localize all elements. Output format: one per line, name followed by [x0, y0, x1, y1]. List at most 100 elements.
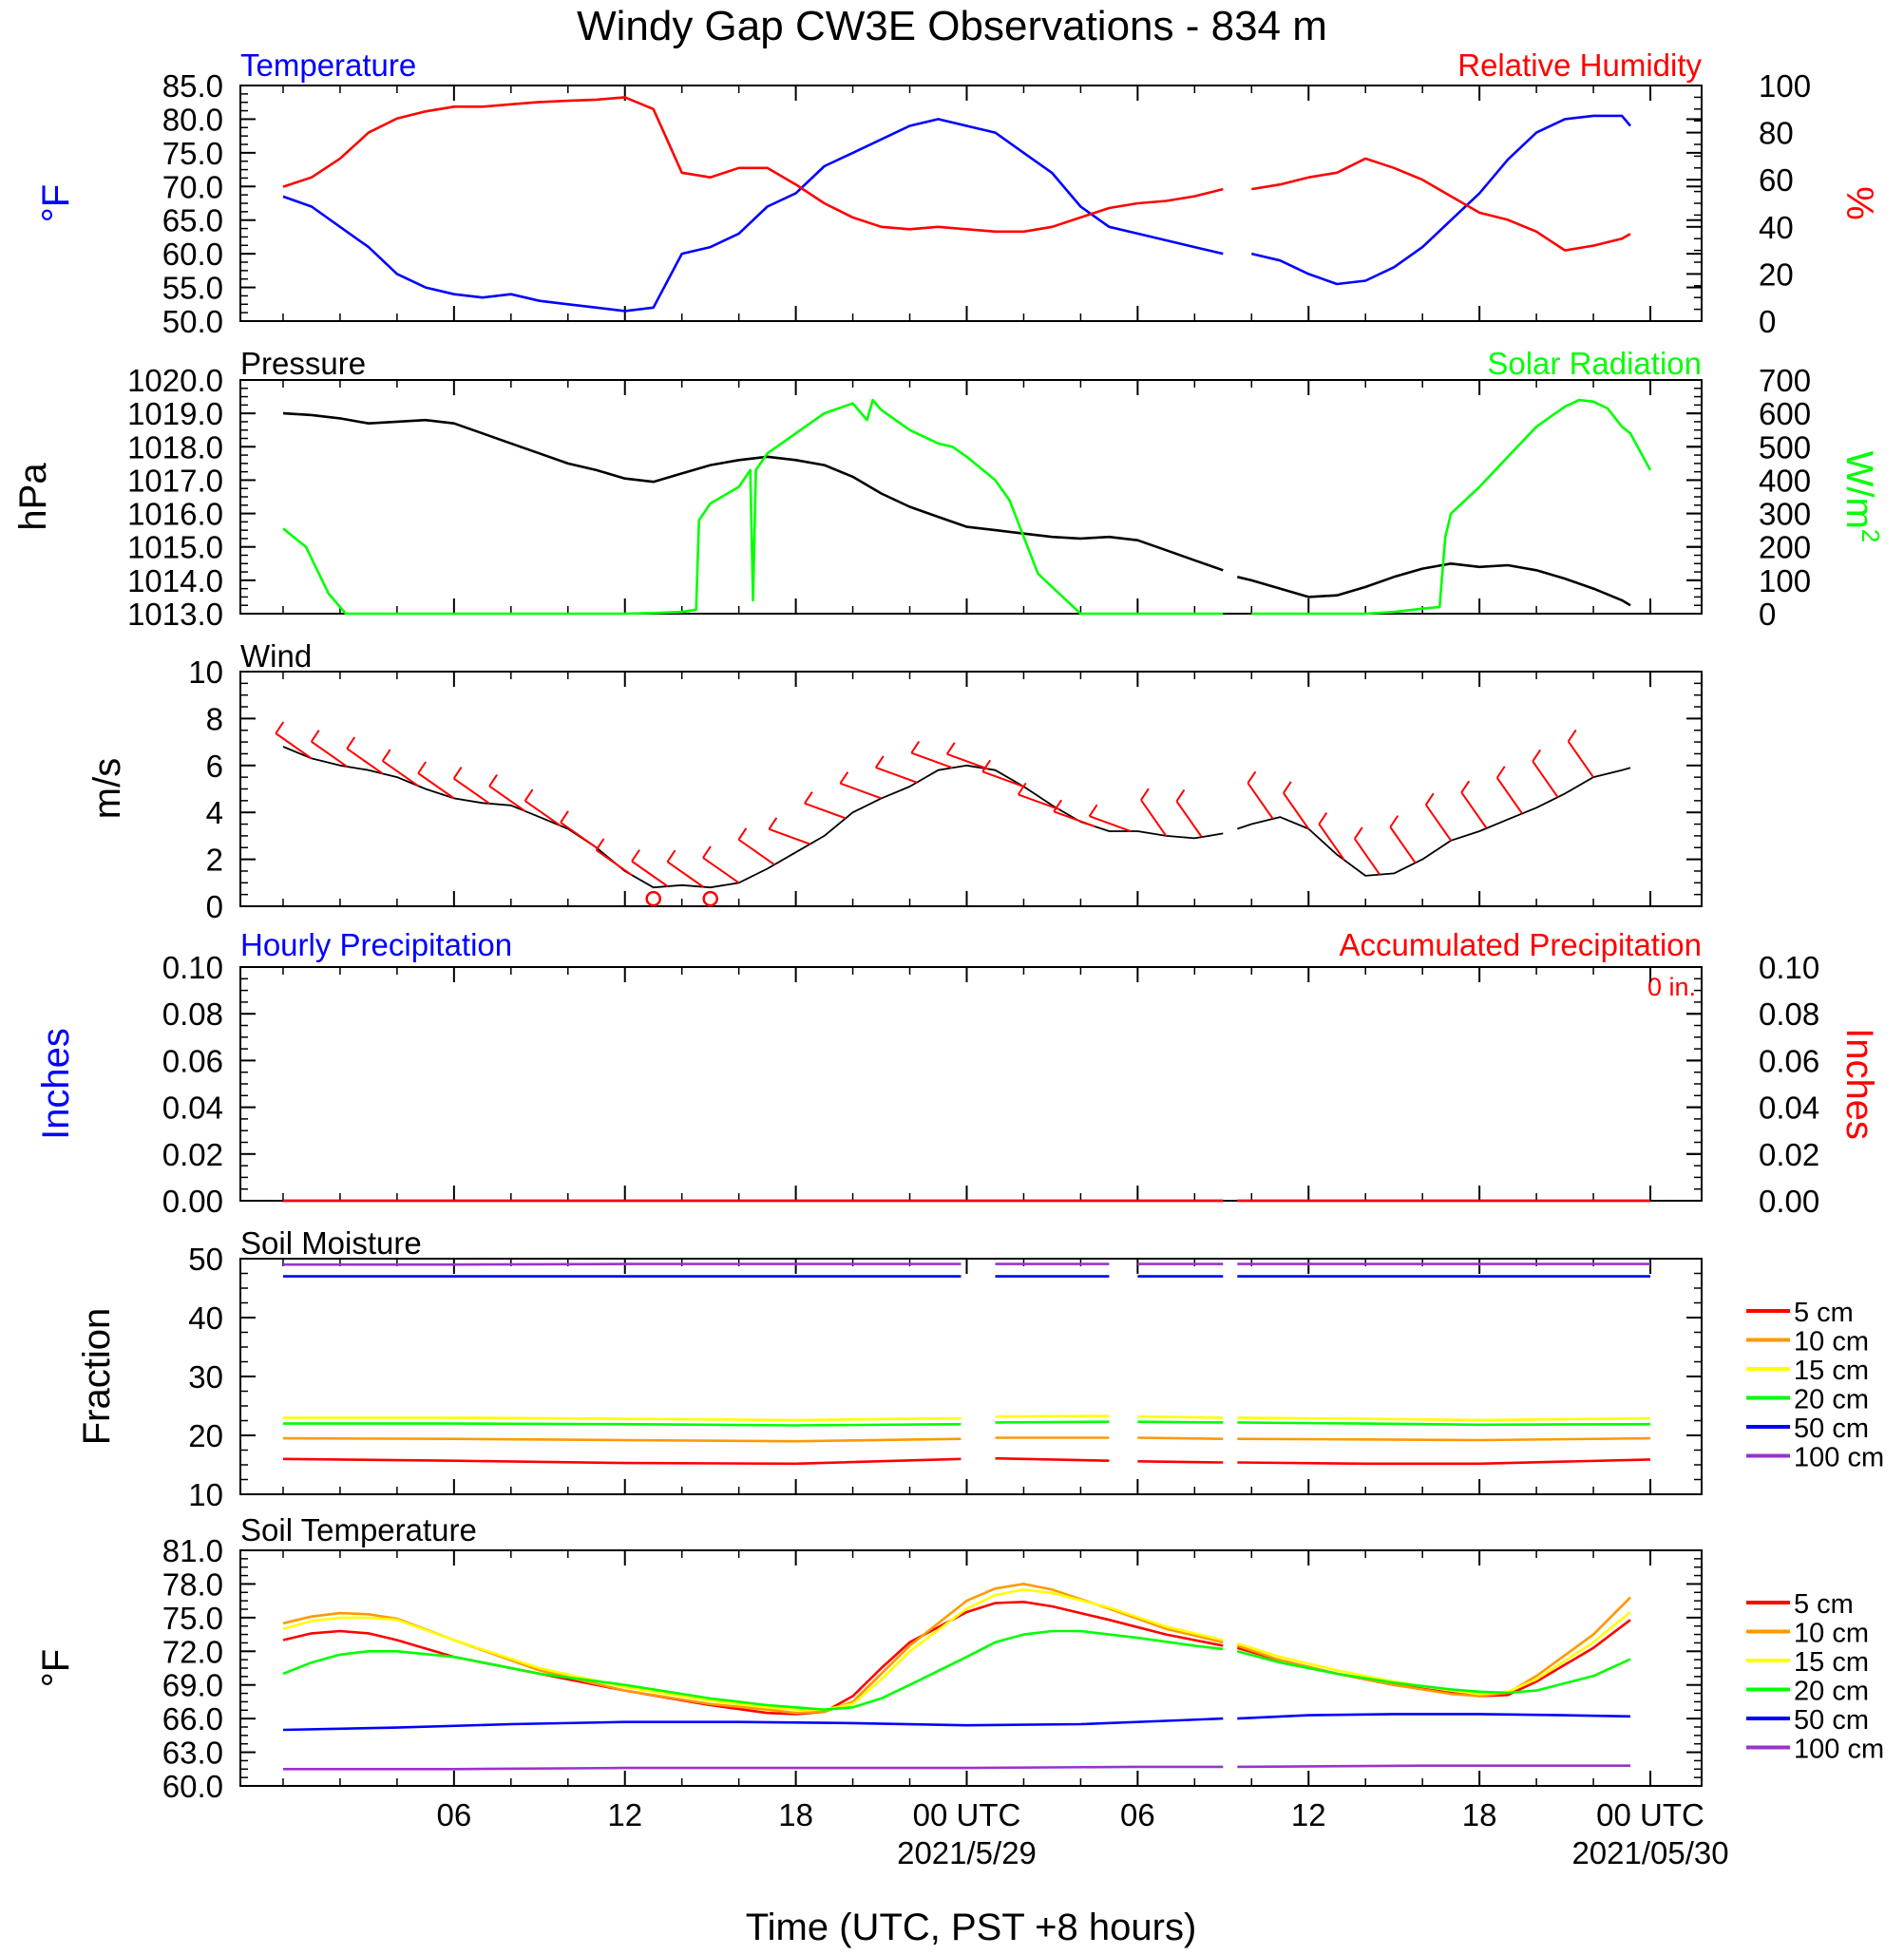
pressure-title: Pressure	[240, 346, 366, 381]
wind-barb-flag	[488, 774, 498, 788]
wind-barb-staff	[1389, 826, 1417, 864]
y-tick-label-left: 10	[188, 655, 223, 690]
wind-barb-flag	[560, 810, 569, 824]
wind-barb-staff	[311, 740, 349, 768]
panel-frame	[239, 379, 1703, 615]
x-tick-label: 06	[436, 1797, 471, 1832]
wind-barb-flag	[452, 766, 463, 780]
y-tick-label-left: 1013.0	[127, 597, 223, 632]
y-tick-label-left: 4	[206, 795, 223, 830]
accum-precip-title: Accumulated Precipitation	[1339, 927, 1702, 962]
x-ticks	[282, 85, 1652, 321]
temperature-axis-label: °F	[35, 184, 77, 222]
calm-wind-marker	[702, 890, 718, 907]
y-tick-label-right: 700	[1759, 363, 1811, 398]
y-tick-label-left: 1017.0	[127, 463, 223, 498]
wind-barb-staff	[524, 800, 562, 827]
x-tick-label: 06	[1120, 1797, 1155, 1832]
solar-axis-label: W/m2	[1838, 451, 1885, 543]
y-tick-label-left: 50.0	[162, 304, 223, 339]
x-ticks	[282, 967, 1652, 1201]
y-tick-label-right: 0	[1759, 597, 1776, 632]
y-tick-label-right: 40	[1759, 210, 1794, 245]
y-tick-label-left: 85.0	[162, 68, 223, 104]
wind-barbs	[275, 721, 1594, 907]
wind-barb-staff	[737, 838, 775, 865]
y-tick-label-right: 600	[1759, 396, 1811, 431]
wind-barb-staff	[382, 760, 419, 788]
temperature-humidity-panel: Temperature Relative Humidity °F % 50.05…	[35, 47, 1880, 339]
hourly-precip-axis-label: Inches	[35, 1028, 77, 1140]
wind-barb-staff	[595, 849, 633, 877]
legend-label: 100 cm	[1794, 1735, 1884, 1765]
y-tick-label-left: 10	[188, 1477, 223, 1512]
y-ticks-left: 60.063.066.069.072.075.078.081.0	[162, 1533, 1702, 1804]
wind-barb-staff	[560, 822, 598, 849]
wind-barb-staff	[1140, 799, 1168, 837]
x-ticks	[282, 1259, 1652, 1494]
series-line-20-cm	[283, 1420, 1651, 1427]
wind-barb-flag	[1495, 766, 1506, 779]
wind-barb-staff	[1532, 760, 1559, 798]
wind-barb-staff	[666, 861, 704, 888]
wind-barb-staff	[488, 785, 526, 812]
wind-barb-flag	[737, 827, 748, 841]
y-tick-label-right: 100	[1759, 68, 1811, 104]
y-tick-label-right: 100	[1759, 563, 1811, 598]
series-line-50-cm	[282, 1713, 1631, 1732]
panel-frame	[239, 671, 1703, 907]
y-tick-label-left: 40	[188, 1300, 223, 1336]
wind-barb-flag	[839, 771, 849, 785]
panel-frame	[239, 1258, 1703, 1495]
wind-barb-staff	[804, 802, 847, 820]
series-line-pressure	[282, 411, 1631, 607]
wind-barb-staff	[1495, 777, 1523, 815]
series-group	[282, 96, 1631, 313]
wind-title: Wind	[240, 638, 312, 674]
y-tick-label-left: 1020.0	[127, 363, 223, 398]
solar-axis-label-superscript: 2	[1856, 529, 1885, 542]
series-line-10-cm	[282, 1583, 1631, 1715]
wind-barb-flag	[1283, 781, 1292, 794]
y-tick-label-left: 30	[188, 1359, 223, 1395]
y-tick-label-left: 2	[206, 843, 223, 878]
wind-barb-staff	[702, 857, 740, 884]
y-tick-label-right: 0.06	[1759, 1043, 1819, 1078]
accum-precip-axis-label: Inches	[1838, 1028, 1880, 1140]
series-line-5-cm	[282, 1456, 1651, 1466]
wind-barb-flag	[346, 736, 356, 750]
legend-label: 10 cm	[1794, 1327, 1869, 1357]
y-tick-label-left: 0.06	[162, 1043, 223, 1078]
soil-moisture-title: Soil Moisture	[240, 1225, 422, 1261]
series-line-5-cm	[282, 1601, 1631, 1716]
legend-label: 5 cm	[1794, 1298, 1854, 1328]
wind-barb-staff	[1089, 815, 1132, 832]
x-ticks	[282, 672, 1652, 906]
y-tick-label-left: 0.08	[162, 996, 223, 1032]
y-tick-label-right: 0.04	[1759, 1091, 1819, 1126]
x-ticks	[282, 380, 1652, 614]
y-tick-label-left: 0.04	[162, 1091, 223, 1126]
y-tick-label-left: 0.10	[162, 950, 223, 985]
y-tick-label-right: 0.10	[1759, 950, 1819, 985]
y-ticks-left: 0.00 0.02 0.04 0.06 0.08 0.10	[162, 950, 1702, 1219]
legend-label: 50 cm	[1794, 1414, 1869, 1444]
wind-barb-flag	[1424, 792, 1435, 806]
y-tick-label-left: 8	[206, 701, 223, 736]
series-group	[282, 398, 1652, 616]
series-line-wind	[282, 746, 1631, 889]
wind-barb-flag	[1088, 804, 1098, 817]
y-ticks-right: 0.00 0.02 0.04 0.06 0.08 0.10	[1686, 950, 1819, 1219]
y-tick-label-right: 0.02	[1759, 1137, 1819, 1172]
wind-barb-flag	[981, 759, 992, 772]
wind-barb-staff	[1283, 792, 1310, 830]
wind-barb-staff	[769, 827, 810, 845]
y-tick-label-right: 300	[1759, 497, 1811, 532]
legend-label: 50 cm	[1794, 1705, 1869, 1736]
panel-frame	[239, 1549, 1703, 1787]
y-tick-label-left: 20	[188, 1418, 223, 1453]
wind-barb-flag	[1389, 815, 1399, 828]
legend-label: 5 cm	[1794, 1589, 1854, 1620]
x-axis-label: Time (UTC, PST +8 hours)	[746, 1907, 1197, 1948]
